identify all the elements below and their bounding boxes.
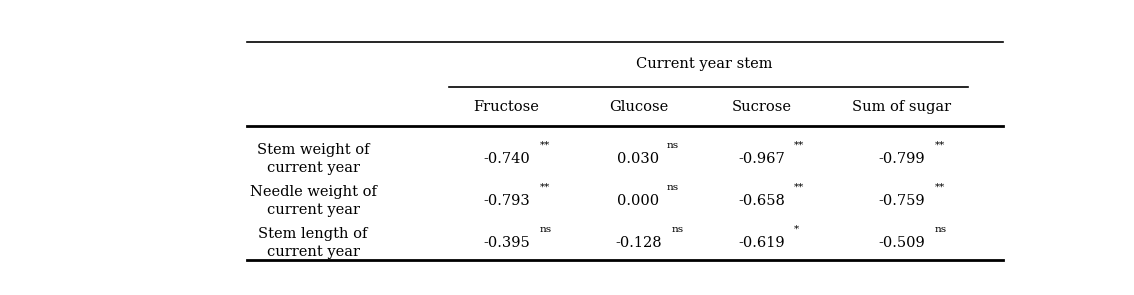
Text: Fructose: Fructose [474,100,540,114]
Text: -0.799: -0.799 [879,152,925,166]
Text: -0.509: -0.509 [879,236,925,250]
Text: Stem weight of
current year: Stem weight of current year [257,143,370,176]
Text: ns: ns [540,225,551,234]
Text: **: ** [540,141,550,150]
Text: **: ** [794,141,804,150]
Text: Glucose: Glucose [609,100,668,114]
Text: Sum of sugar: Sum of sugar [853,100,951,114]
Text: -0.740: -0.740 [483,152,530,166]
Text: ns: ns [934,225,947,234]
Text: -0.395: -0.395 [483,236,530,250]
Text: **: ** [934,183,945,192]
Text: -0.759: -0.759 [879,194,925,208]
Text: **: ** [794,183,804,192]
Text: -0.658: -0.658 [738,194,785,208]
Text: Needle weight of
current year: Needle weight of current year [249,185,376,217]
Text: Stem length of
current year: Stem length of current year [259,227,367,259]
Text: *: * [794,225,799,234]
Text: **: ** [540,183,550,192]
Text: ns: ns [671,225,684,234]
Text: -0.793: -0.793 [483,194,530,208]
Text: -0.128: -0.128 [615,236,661,250]
Text: Sucrose: Sucrose [731,100,792,114]
Text: -0.619: -0.619 [738,236,785,250]
Text: -0.967: -0.967 [738,152,785,166]
Text: 0.030: 0.030 [617,152,659,166]
Text: Current year stem: Current year stem [636,57,772,71]
Text: **: ** [934,141,945,150]
Text: ns: ns [666,141,678,150]
Text: 0.000: 0.000 [617,194,659,208]
Text: ns: ns [666,183,678,192]
